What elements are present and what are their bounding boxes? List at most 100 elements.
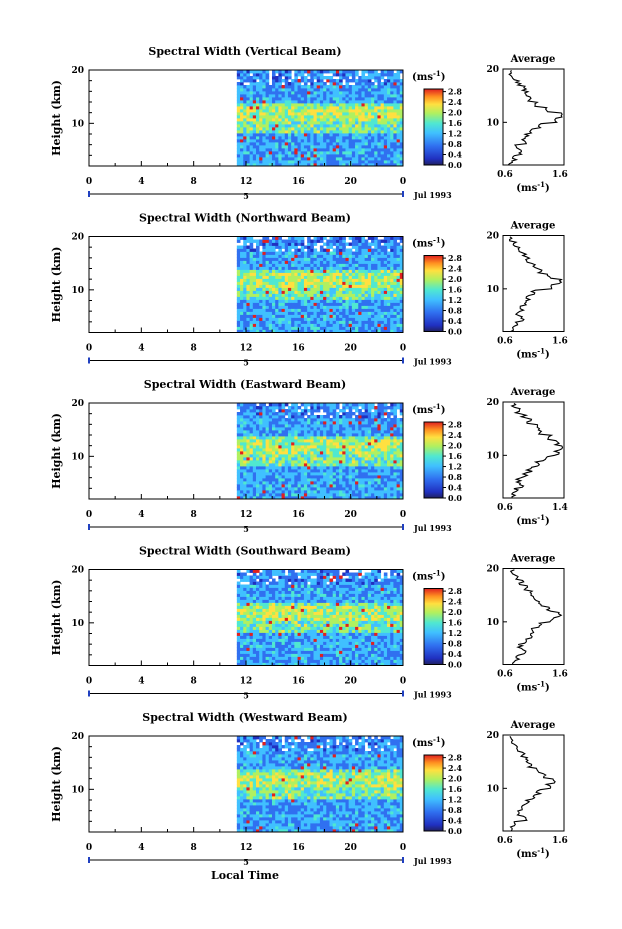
heatmap-cell [287,248,292,252]
heatmap-cell [358,157,362,161]
heatmap-cell [339,281,343,285]
heatmap-cell [259,106,263,110]
heatmap-cell [396,112,401,116]
heatmap-cell [278,436,282,440]
heatmap-cell [358,451,362,455]
heatmap-cell [236,281,241,285]
heatmap-cell [236,293,241,297]
heatmap-cell [252,115,257,119]
heatmap-cell [275,257,279,261]
heatmap-cell [339,236,343,240]
heatmap-cell [278,160,282,164]
heatmap-cell [319,115,324,119]
heatmap-cell [256,145,260,149]
heatmap-cell [374,439,378,443]
heatmap-cell [281,472,286,476]
heatmap-cell [291,302,295,306]
heatmap-cell [297,248,302,252]
heatmap-cell [348,302,353,306]
panel-2: Spectral Width (Eastward Beam)Height (km… [50,378,568,534]
heatmap-cell [300,278,305,282]
heatmap-cell [355,326,359,330]
heatmap-cell [329,109,334,113]
heatmap-cell [390,293,394,297]
heatmap-cell [307,314,311,318]
heatmap-cell [294,272,298,276]
heatmap-cell [291,127,295,131]
heatmap-cell [332,145,337,149]
heatmap-cell [371,73,375,77]
heatmap-cell [271,317,276,321]
heatmap-cell [268,493,273,497]
heatmap-cell [316,496,321,500]
heatmap-cell [316,445,321,449]
heatmap-cell [300,284,305,288]
heatmap-cell [326,275,330,279]
heatmap-cell [281,136,286,140]
heatmap-cell [303,115,308,119]
heatmap-cell [345,311,350,315]
heatmap-cell [351,439,356,443]
heatmap-cell [284,142,289,146]
heatmap-cell [380,115,385,119]
heatmap-cell [236,290,241,294]
heatmap-cell [383,112,388,116]
heatmap-cell [268,311,273,315]
heatmap-cell [275,457,279,461]
heatmap-cell [345,421,350,425]
heatmap-cell [268,139,273,143]
heatmap-cell [393,317,398,321]
colorbar-tick-label: 0.0 [448,327,462,337]
heatmap-cell [284,148,289,152]
heatmap-cell [246,308,251,312]
heatmap-cell [297,251,302,255]
heatmap-cell [275,254,279,258]
heatmap-cell [259,320,263,324]
heatmap-cell [265,94,270,98]
heatmap-cell [393,457,398,461]
heatmap-cell [278,97,282,101]
heatmap-cell [243,254,247,258]
heatmap-cell [380,284,385,288]
heatmap-cell [275,326,279,330]
heatmap-cell [374,88,378,92]
heatmap-cell [319,314,324,318]
heatmap-cell [291,118,295,122]
heatmap-cell [339,445,343,449]
heatmap-cell [348,445,353,449]
heatmap-cell [271,460,276,464]
heatmap-cell [342,106,346,110]
heatmap-cell [236,469,241,473]
heatmap-cell [287,103,292,107]
heatmap-cell [355,160,359,164]
heatmap-cell [268,451,273,455]
heatmap-cell [316,314,321,318]
heatmap-cell [252,418,257,422]
heatmap-cell [355,257,359,261]
heatmap-cell [345,418,350,422]
heatmap-cell [383,424,388,428]
heatmap-cell [271,118,276,122]
heatmap-cell [374,493,378,497]
heatmap-cell [383,142,388,146]
heatmap-cell [351,88,356,92]
heatmap-cell [355,466,359,470]
heatmap-cell [246,466,251,470]
heatmap-cell [275,460,279,464]
heatmap-cell [252,103,257,107]
heatmap-cell [278,112,282,116]
heatmap-cell [303,308,308,312]
heatmap-cell [256,445,260,449]
heatmap-cell [326,305,330,309]
heatmap-cell [390,317,394,321]
heatmap-cell [361,290,366,294]
heatmap-cell [348,106,353,110]
heatmap-cell [371,157,375,161]
heatmap-cell [316,478,321,482]
heatmap-cell [393,281,398,285]
heatmap-cell [332,163,337,167]
heatmap-cell [236,248,241,252]
heatmap-cell [243,281,247,285]
heatmap-cell [284,272,289,276]
heatmap-cell [297,439,302,443]
